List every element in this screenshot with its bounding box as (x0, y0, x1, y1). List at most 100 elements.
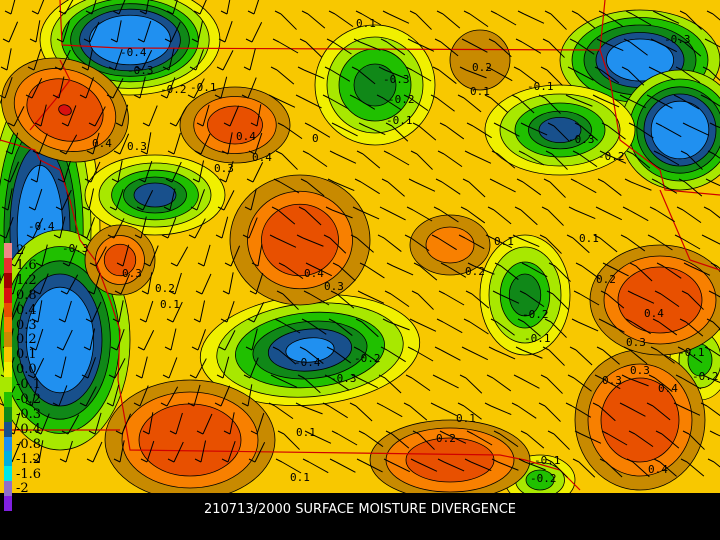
wind-barb (350, 234, 374, 253)
wind-barb (492, 290, 520, 304)
wind-barb (106, 384, 120, 407)
legend-label: 0.0 (16, 362, 37, 378)
wind-barb (327, 178, 355, 192)
contour-label: 0.3 (122, 267, 142, 280)
wind-barb (410, 150, 433, 170)
wind-barb (162, 357, 178, 379)
wind-barb (539, 234, 562, 254)
wind-barb (85, 301, 102, 323)
wind-barb (193, 300, 206, 323)
contour-band (285, 337, 335, 363)
wind-barb (432, 374, 459, 389)
wind-barb (619, 94, 646, 109)
wind-barb (594, 66, 620, 84)
wind-barb (594, 374, 621, 390)
wind-barb (160, 77, 176, 99)
wind-barb (300, 178, 325, 197)
wind-barb (546, 290, 569, 310)
wind-barb (572, 458, 596, 478)
wind-barb (575, 262, 601, 280)
wind-barb (79, 77, 94, 99)
wind-barb (137, 20, 152, 43)
contour-label: 0.3 (602, 374, 622, 387)
wind-barb (434, 38, 459, 57)
wind-barb (598, 10, 624, 28)
legend-swatch (4, 302, 12, 318)
wind-barb (168, 272, 182, 295)
wind-barb (620, 234, 646, 252)
wind-barb (467, 262, 495, 275)
wind-barb (673, 94, 700, 110)
wind-barb (7, 106, 25, 127)
wind-barb (303, 290, 330, 306)
contour-label: -0.2 (160, 83, 187, 96)
wind-barb (83, 328, 96, 351)
wind-barb (223, 105, 240, 127)
wind-barb (484, 402, 512, 416)
contour-region (84, 154, 226, 236)
wind-barb (295, 94, 322, 109)
wind-barb (269, 234, 297, 248)
wind-barb (548, 262, 571, 282)
wind-barb (351, 374, 378, 389)
wind-barb (676, 206, 702, 224)
legend-swatch (4, 377, 12, 392)
wind-barb (27, 48, 42, 71)
contour-region (574, 349, 706, 491)
wind-barb (628, 430, 654, 448)
contour-region (104, 379, 276, 493)
wind-barb (707, 150, 720, 159)
wind-barb (407, 346, 434, 362)
wind-barb (143, 245, 159, 267)
legend-swatch (4, 257, 12, 273)
wind-barb (277, 122, 303, 140)
contour-band (617, 266, 703, 334)
legend-swatch (4, 332, 12, 348)
wind-barb (412, 122, 437, 141)
wind-barb (439, 430, 467, 444)
wind-barb (216, 356, 230, 379)
wind-barb (197, 244, 211, 267)
wind-barb (405, 374, 431, 392)
wind-barb (59, 440, 73, 463)
contour-label: 0.3 (214, 162, 234, 175)
wind-barb (493, 122, 520, 137)
legend-label: -1.6 (16, 466, 42, 482)
wind-barb (165, 161, 182, 183)
wind-barb (485, 234, 512, 249)
legend-label: 0.4 (16, 302, 37, 318)
wind-barb (439, 122, 465, 140)
wind-barb (491, 150, 516, 169)
wind-barb (411, 290, 434, 310)
wind-barb (192, 160, 205, 183)
contour-label: 0.1 (290, 471, 310, 484)
wind-barb (322, 402, 348, 419)
legend-swatch (4, 406, 12, 422)
wind-barb (599, 150, 627, 164)
contour-label: 0.4 (658, 382, 678, 395)
legend-label: -0.1 (16, 377, 42, 393)
contour-label: 0.1 (356, 17, 376, 30)
wind-barb (437, 458, 465, 472)
wind-barb (646, 94, 673, 109)
wind-barb (349, 402, 373, 422)
wind-barb (137, 330, 155, 351)
wind-barb (494, 262, 519, 280)
wind-barb (29, 328, 44, 351)
legend-swatch (4, 451, 12, 467)
legend-label: 0.3 (16, 317, 37, 333)
wind-barb (541, 206, 564, 226)
wind-barb (436, 10, 461, 29)
contour-label: 0.2 (436, 432, 456, 445)
wind-barb (354, 178, 380, 195)
wind-barb (140, 132, 152, 155)
wind-barb (248, 442, 266, 463)
wind-barb (490, 10, 517, 26)
contour-region (229, 174, 371, 306)
wind-barb (430, 402, 457, 417)
wind-barb (135, 50, 153, 71)
wind-barb (29, 20, 41, 43)
wind-barb (709, 430, 720, 437)
contour-region (369, 419, 531, 493)
